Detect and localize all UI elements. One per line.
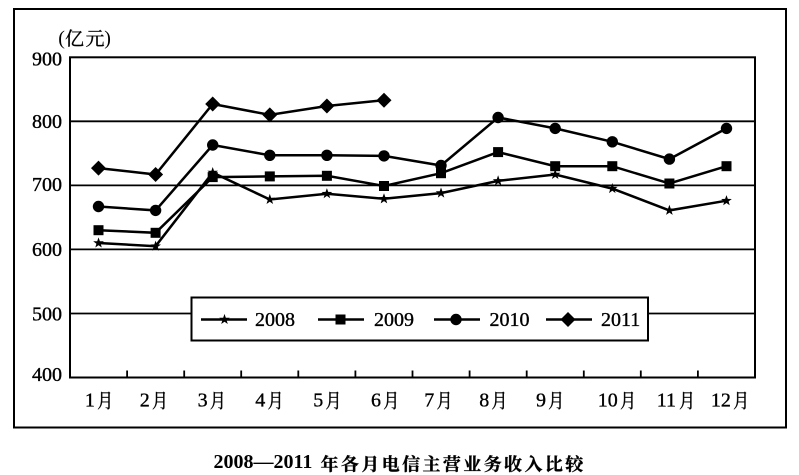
- svg-text:2011: 2011: [601, 309, 640, 331]
- svg-text:500: 500: [32, 304, 62, 326]
- svg-text:2008: 2008: [255, 309, 295, 331]
- svg-text:2: 2: [140, 390, 150, 412]
- svg-text:700: 700: [32, 174, 62, 196]
- svg-text:10: 10: [598, 390, 618, 412]
- svg-text:5: 5: [313, 390, 323, 412]
- svg-text:7: 7: [424, 390, 434, 412]
- svg-text:2010: 2010: [490, 309, 530, 331]
- svg-text:(: (: [58, 28, 65, 50]
- svg-text:4: 4: [255, 390, 265, 412]
- svg-text:): ): [104, 28, 111, 50]
- svg-text:900: 900: [32, 49, 62, 71]
- svg-text:2008—2011: 2008—2011: [214, 451, 313, 473]
- svg-text:12: 12: [711, 390, 731, 412]
- svg-text:800: 800: [32, 111, 62, 133]
- svg-text:1: 1: [85, 390, 95, 412]
- svg-text:8: 8: [479, 390, 489, 412]
- svg-text:400: 400: [32, 364, 62, 386]
- svg-text:11: 11: [657, 390, 676, 412]
- svg-text:6: 6: [371, 390, 381, 412]
- svg-text:600: 600: [32, 239, 62, 261]
- svg-text:3: 3: [198, 390, 208, 412]
- svg-text:9: 9: [536, 390, 546, 412]
- svg-text:2009: 2009: [374, 309, 414, 331]
